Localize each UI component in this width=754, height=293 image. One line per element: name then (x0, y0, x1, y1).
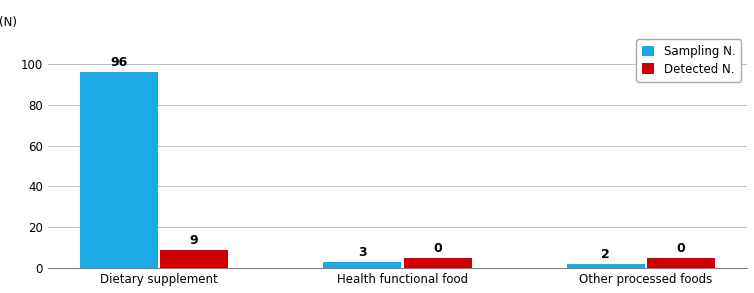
Legend: Sampling N., Detected N.: Sampling N., Detected N. (636, 39, 741, 82)
Bar (567, 264, 645, 268)
Text: 96: 96 (110, 56, 127, 69)
Bar (647, 258, 716, 268)
Bar (323, 262, 401, 268)
Text: 0: 0 (677, 242, 685, 255)
Bar (80, 72, 158, 268)
Bar (160, 250, 228, 268)
Text: 0: 0 (434, 242, 442, 255)
Text: (N): (N) (0, 16, 17, 28)
Bar (403, 258, 472, 268)
Text: 9: 9 (190, 234, 198, 247)
Text: 3: 3 (358, 246, 366, 259)
Text: 2: 2 (601, 248, 610, 261)
